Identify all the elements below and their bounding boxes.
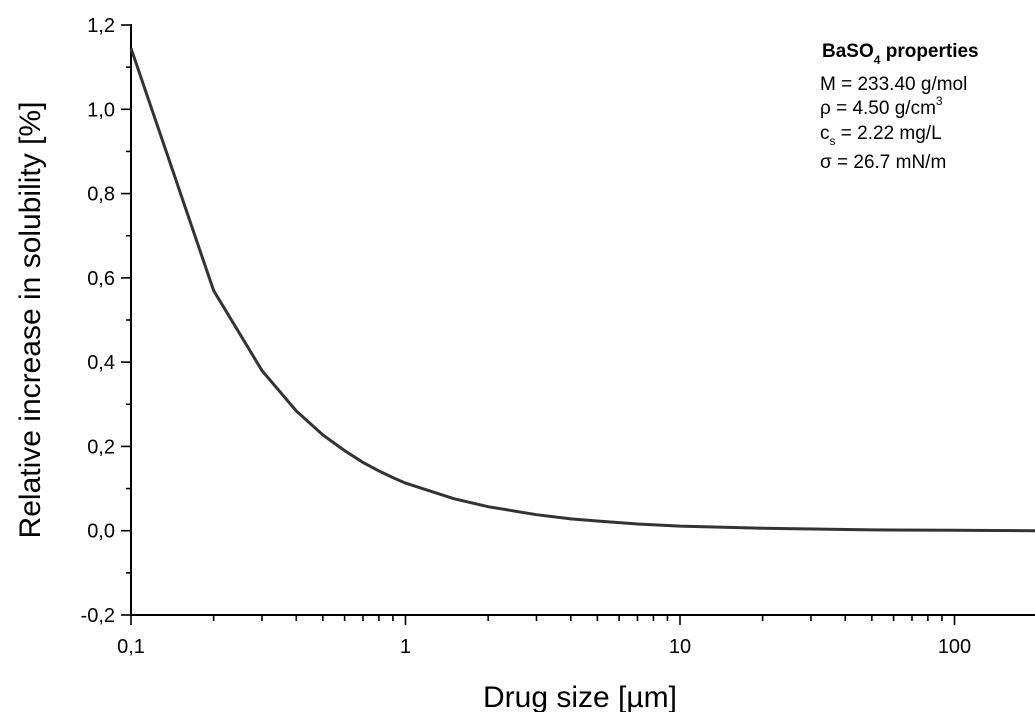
y-tick-label: 0,6	[87, 268, 115, 290]
y-axis-ticks: -0,2 0,0 0,2 0,4 0,6 0,8 1,0 1,2	[81, 15, 131, 627]
y-tick-label: 1,0	[87, 99, 115, 121]
solubility-curve	[129, 47, 1035, 533]
annotation-density: ρ = 4.50 g/cm3	[820, 94, 943, 119]
y-tick-label: 0,4	[87, 352, 115, 374]
annotation-molar-mass: M = 233.40 g/mol	[820, 74, 967, 95]
properties-annotation: BaSO4 properties M = 233.40 g/mol ρ = 4.…	[820, 41, 979, 173]
annotation-surface-tension: σ = 26.7 mN/m	[820, 152, 946, 173]
x-tick-label: 0,1	[117, 636, 145, 658]
x-tick-label: 1	[400, 636, 411, 658]
x-tick-label: 100	[938, 636, 971, 658]
y-tick-label: 0,0	[87, 521, 115, 543]
y-tick-label: 1,2	[87, 15, 115, 37]
x-tick-label: 10	[669, 636, 691, 658]
y-tick-label: -0,2	[81, 605, 115, 627]
annotation-title: BaSO4 properties	[822, 41, 979, 67]
x-axis-title: Drug size [µm]	[483, 681, 677, 712]
y-tick-label: 0,2	[87, 436, 115, 458]
y-tick-label: 0,8	[87, 184, 115, 206]
annotation-solubility: cs = 2.22 mg/L	[820, 123, 942, 148]
x-axis-ticks: 0,1 1 10 100	[117, 615, 971, 658]
y-axis-title: Relative increase in solubility [%]	[14, 102, 47, 539]
